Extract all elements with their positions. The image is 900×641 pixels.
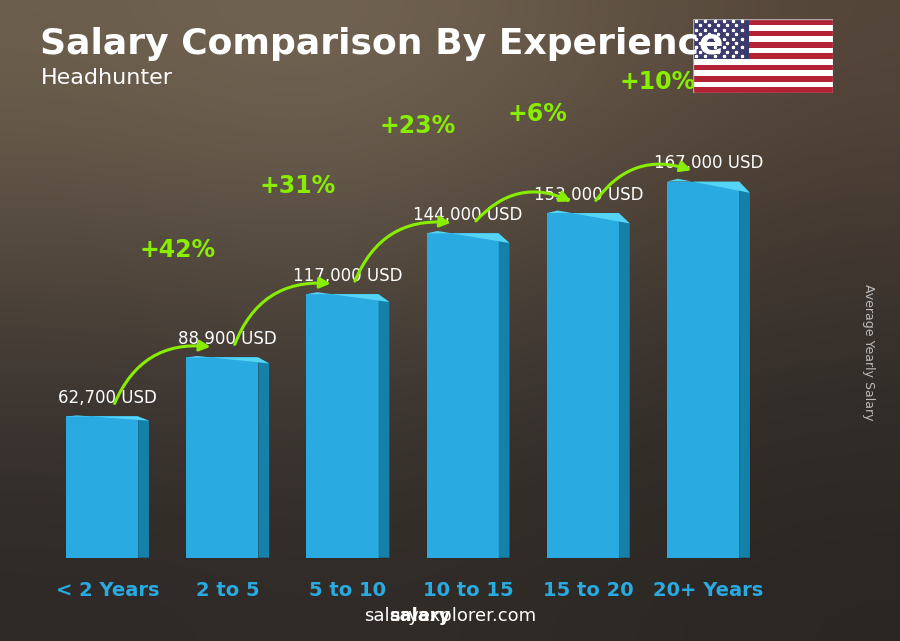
Bar <box>693 42 832 47</box>
Polygon shape <box>547 210 630 224</box>
Polygon shape <box>186 356 269 363</box>
Polygon shape <box>739 181 750 558</box>
Text: 20+ Years: 20+ Years <box>653 581 763 599</box>
Polygon shape <box>427 231 509 243</box>
Text: 167,000 USD: 167,000 USD <box>653 154 763 172</box>
Text: 153,000 USD: 153,000 USD <box>534 186 643 204</box>
FancyBboxPatch shape <box>66 417 139 558</box>
Bar <box>693 31 832 37</box>
Bar <box>693 19 832 25</box>
Text: +42%: +42% <box>140 238 215 262</box>
Text: salary: salary <box>389 607 450 625</box>
Text: +31%: +31% <box>259 174 336 198</box>
Text: 15 to 20: 15 to 20 <box>543 581 634 599</box>
Polygon shape <box>667 179 750 193</box>
Text: Salary Comparison By Experience: Salary Comparison By Experience <box>40 27 724 61</box>
FancyBboxPatch shape <box>306 294 379 558</box>
FancyBboxPatch shape <box>667 181 739 558</box>
Bar <box>693 65 832 71</box>
Bar <box>693 59 832 65</box>
Text: 117,000 USD: 117,000 USD <box>293 267 402 285</box>
Bar <box>693 53 832 59</box>
Text: salaryexplorer.com: salaryexplorer.com <box>364 607 536 625</box>
Polygon shape <box>66 415 149 420</box>
Polygon shape <box>306 292 390 302</box>
Polygon shape <box>379 294 390 558</box>
Polygon shape <box>499 233 509 558</box>
Text: +10%: +10% <box>620 70 696 94</box>
Bar <box>693 87 832 93</box>
FancyBboxPatch shape <box>547 213 619 558</box>
Bar <box>693 19 749 59</box>
Text: 62,700 USD: 62,700 USD <box>58 389 157 407</box>
Bar <box>693 76 832 81</box>
Polygon shape <box>139 417 149 558</box>
FancyBboxPatch shape <box>186 358 258 558</box>
Bar <box>693 25 832 31</box>
Text: +23%: +23% <box>380 113 455 138</box>
Polygon shape <box>258 358 269 558</box>
Text: +6%: +6% <box>508 101 568 126</box>
Bar <box>693 81 832 87</box>
Text: 5 to 10: 5 to 10 <box>310 581 386 599</box>
Bar <box>693 47 832 53</box>
FancyBboxPatch shape <box>427 233 499 558</box>
Text: < 2 Years: < 2 Years <box>56 581 159 599</box>
Text: Headhunter: Headhunter <box>40 69 173 88</box>
Text: 88,900 USD: 88,900 USD <box>178 330 277 348</box>
Polygon shape <box>619 213 630 558</box>
Text: Average Yearly Salary: Average Yearly Salary <box>862 285 875 420</box>
Text: 10 to 15: 10 to 15 <box>423 581 513 599</box>
Bar <box>693 71 832 76</box>
Bar <box>693 37 832 42</box>
Text: 144,000 USD: 144,000 USD <box>413 206 523 224</box>
Text: 2 to 5: 2 to 5 <box>196 581 259 599</box>
